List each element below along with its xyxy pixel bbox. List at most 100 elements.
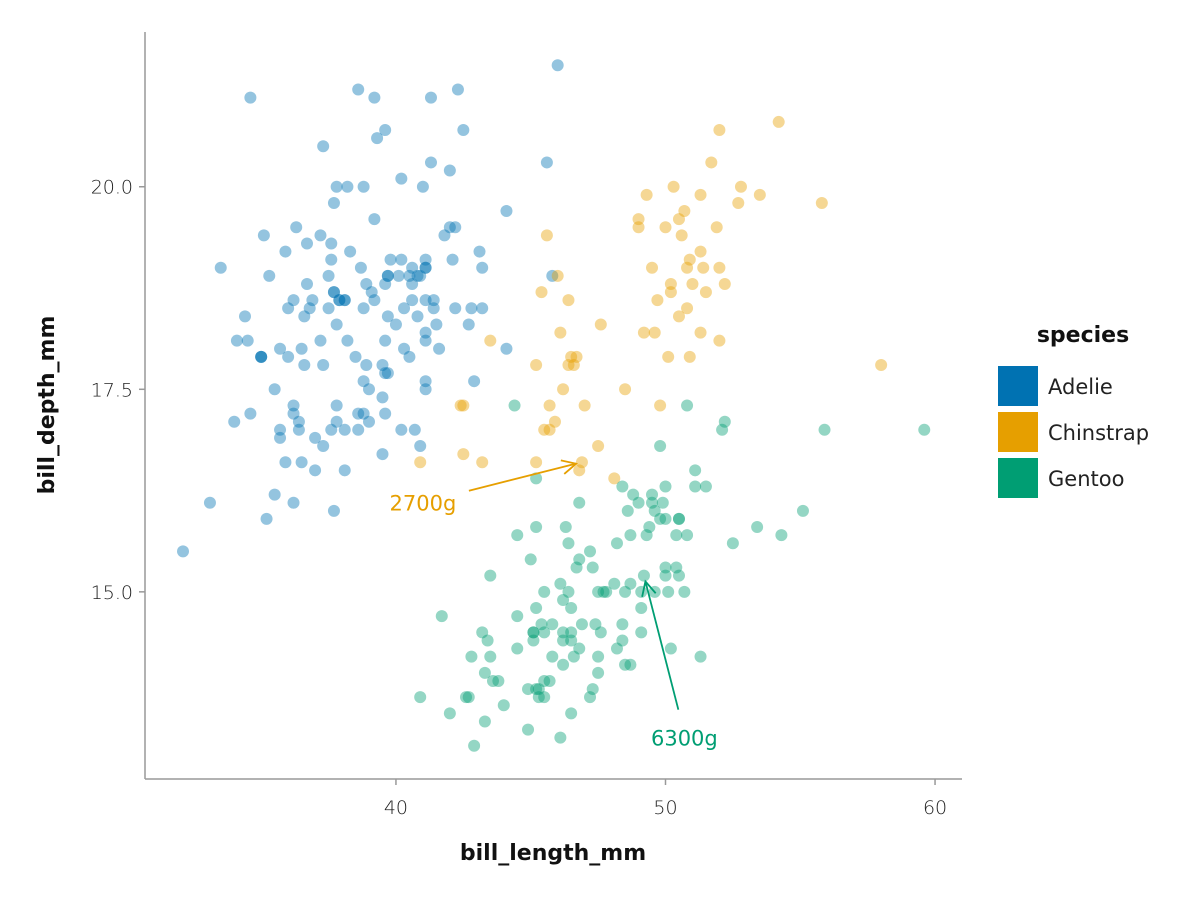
- point-adelie: [295, 456, 308, 469]
- point-gentoo: [527, 626, 540, 639]
- point-chinstrap: [683, 350, 696, 363]
- point-adelie: [419, 383, 432, 396]
- point-adelie: [368, 294, 381, 307]
- point-adelie: [325, 253, 338, 266]
- point-gentoo: [460, 691, 473, 704]
- point-adelie: [292, 423, 305, 436]
- point-adelie: [333, 294, 346, 307]
- point-gentoo: [640, 529, 653, 542]
- point-chinstrap: [538, 423, 551, 436]
- point-adelie: [357, 180, 370, 193]
- point-adelie: [368, 213, 381, 226]
- point-chinstrap: [562, 358, 575, 371]
- point-adelie: [449, 221, 462, 234]
- point-chinstrap: [551, 269, 564, 282]
- point-gentoo: [632, 496, 645, 509]
- point-gentoo: [530, 602, 543, 615]
- point-gentoo: [586, 683, 599, 696]
- point-chinstrap: [646, 261, 659, 274]
- annotations-layer: 2700g 6300g: [390, 459, 718, 751]
- points-layer: [177, 59, 931, 752]
- y-tick-label: 20.0: [91, 177, 133, 199]
- point-chinstrap: [654, 399, 667, 412]
- point-adelie: [327, 504, 340, 517]
- point-adelie: [427, 302, 440, 315]
- point-chinstrap: [681, 261, 694, 274]
- point-chinstrap: [705, 156, 718, 169]
- point-chinstrap: [659, 221, 672, 234]
- point-adelie: [381, 269, 394, 282]
- point-chinstrap: [681, 302, 694, 315]
- point-gentoo: [532, 691, 545, 704]
- point-adelie: [317, 140, 330, 153]
- point-gentoo: [672, 569, 685, 582]
- point-adelie: [419, 294, 432, 307]
- point-adelie: [274, 342, 287, 355]
- point-adelie: [376, 391, 389, 404]
- point-gentoo: [554, 577, 567, 590]
- point-chinstrap: [554, 326, 567, 339]
- point-gentoo: [597, 585, 610, 598]
- point-adelie: [317, 358, 330, 371]
- point-adelie: [338, 423, 351, 436]
- point-adelie: [411, 269, 424, 282]
- point-adelie: [352, 423, 365, 436]
- point-adelie: [298, 310, 311, 323]
- point-adelie: [282, 350, 295, 363]
- point-gentoo: [646, 488, 659, 501]
- point-adelie: [325, 423, 338, 436]
- point-chinstrap: [594, 318, 607, 331]
- point-chinstrap: [694, 188, 707, 201]
- point-gentoo: [486, 674, 499, 687]
- point-gentoo: [726, 537, 739, 550]
- point-chinstrap: [648, 326, 661, 339]
- point-adelie: [255, 350, 268, 363]
- point-adelie: [540, 156, 553, 169]
- point-gentoo: [592, 650, 605, 663]
- point-adelie: [282, 302, 295, 315]
- point-adelie: [365, 286, 378, 299]
- point-chinstrap: [540, 229, 553, 242]
- point-chinstrap: [632, 213, 645, 226]
- point-chinstrap: [562, 294, 575, 307]
- point-gentoo: [481, 634, 494, 647]
- point-chinstrap: [675, 229, 688, 242]
- point-chinstrap: [713, 334, 726, 347]
- point-gentoo: [538, 585, 551, 598]
- point-chinstrap: [573, 464, 586, 477]
- point-chinstrap: [686, 277, 699, 290]
- point-chinstrap: [699, 286, 712, 299]
- point-gentoo: [672, 512, 685, 525]
- point-adelie: [333, 294, 346, 307]
- point-adelie: [406, 261, 419, 274]
- point-adelie: [546, 269, 559, 282]
- point-adelie: [430, 318, 443, 331]
- point-adelie: [427, 294, 440, 307]
- point-chinstrap: [815, 196, 828, 209]
- point-gentoo: [627, 488, 640, 501]
- point-gentoo: [584, 545, 597, 558]
- point-gentoo: [594, 626, 607, 639]
- point-adelie: [344, 245, 357, 258]
- ticks-layer: 40 50 60 15.0 17.5 20.0: [91, 177, 947, 819]
- point-adelie: [352, 407, 365, 420]
- point-adelie: [476, 302, 489, 315]
- point-adelie: [327, 196, 340, 209]
- point-gentoo: [565, 626, 578, 639]
- point-gentoo: [659, 561, 672, 574]
- point-gentoo: [689, 464, 702, 477]
- point-gentoo: [654, 512, 667, 525]
- point-chinstrap: [694, 326, 707, 339]
- point-chinstrap: [543, 423, 556, 436]
- point-gentoo: [592, 666, 605, 679]
- point-chinstrap: [535, 286, 548, 299]
- x-axis-title: bill_length_mm: [460, 841, 646, 866]
- point-adelie: [330, 318, 343, 331]
- point-adelie: [352, 83, 365, 96]
- point-adelie: [327, 286, 340, 299]
- point-gentoo: [586, 561, 599, 574]
- point-adelie: [395, 253, 408, 266]
- point-adelie: [214, 261, 227, 274]
- point-adelie: [230, 334, 243, 347]
- point-chinstrap: [713, 124, 726, 137]
